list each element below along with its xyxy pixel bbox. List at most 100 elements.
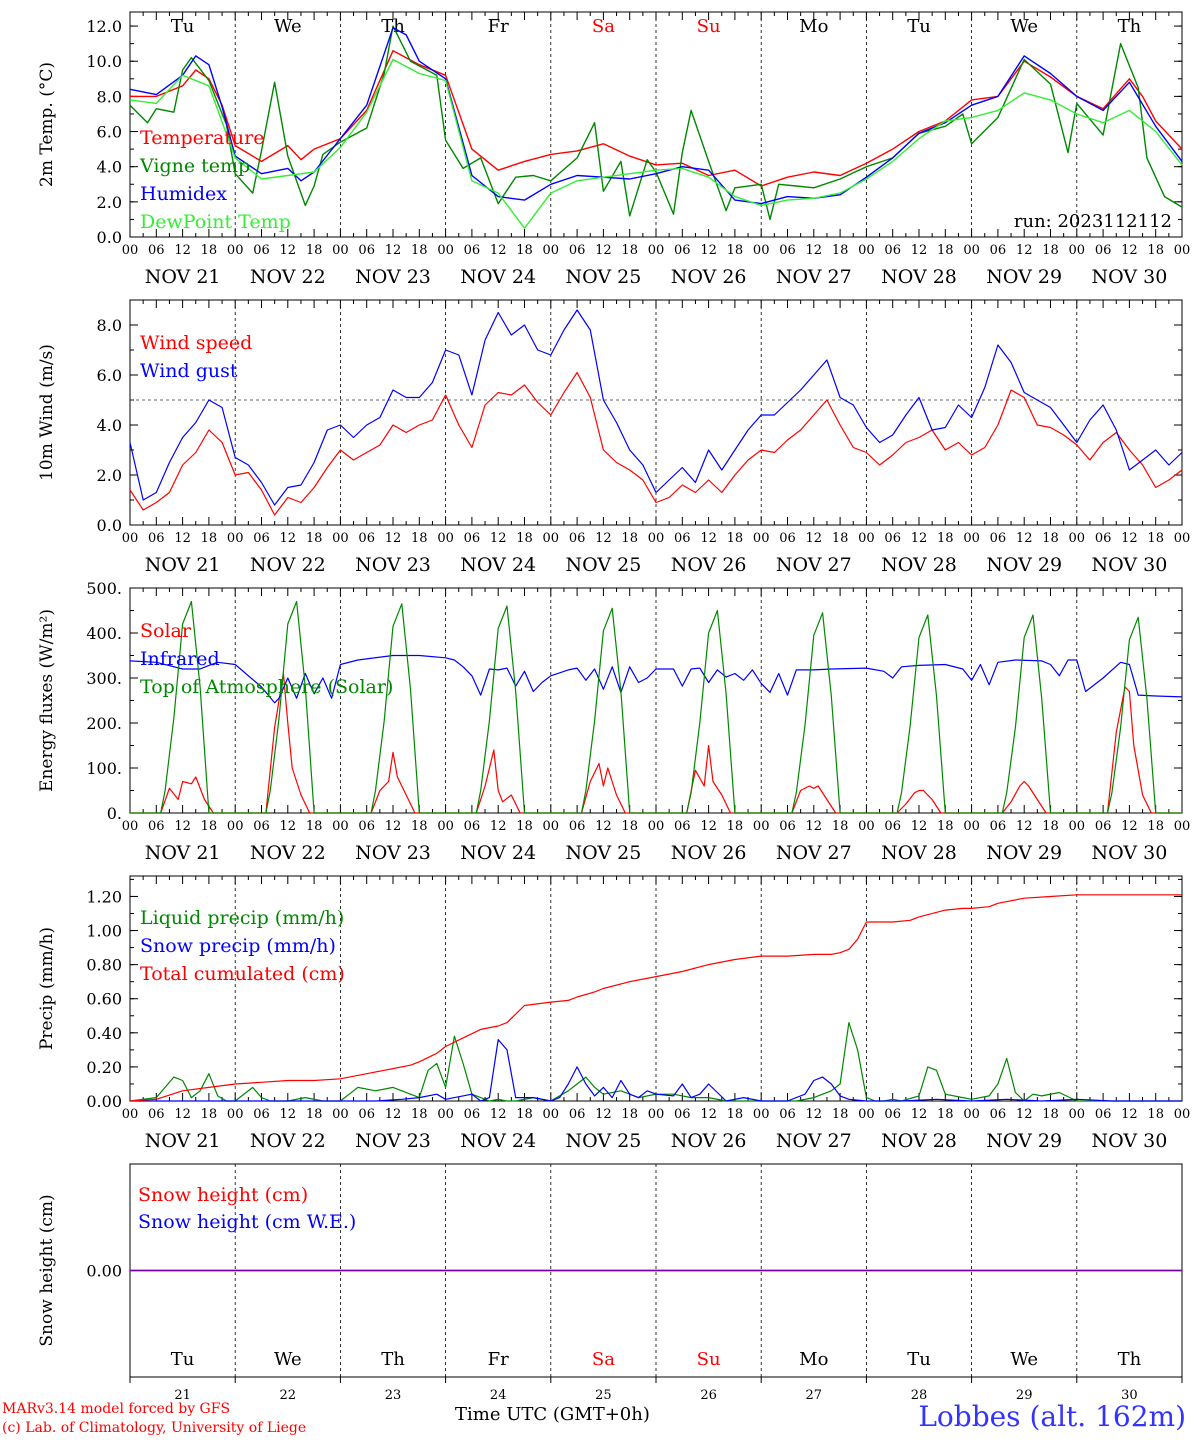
hour-tick-label: 06 <box>253 243 270 258</box>
hour-tick-label: 00 <box>122 531 139 546</box>
legend-entry: Wind speed <box>140 332 252 354</box>
hour-tick-label: 06 <box>358 819 375 834</box>
hour-tick-label: 18 <box>727 243 744 258</box>
hour-tick-label: 06 <box>674 819 691 834</box>
day-label: NOV 28 <box>881 554 957 576</box>
day-label: NOV 21 <box>145 842 221 864</box>
weekday-label: Th <box>381 1349 405 1370</box>
hour-tick-label: 18 <box>832 819 849 834</box>
hour-tick-label: 00 <box>332 819 349 834</box>
hour-tick-label: 18 <box>621 243 638 258</box>
y-tick-label: 8.0 <box>97 87 122 106</box>
day-label: NOV 29 <box>986 266 1062 288</box>
weekday-label: Sa <box>592 16 615 37</box>
weekday-label: Fr <box>488 1349 509 1370</box>
hour-tick-label: 06 <box>569 531 586 546</box>
hour-tick-label: 00 <box>227 243 244 258</box>
hour-tick-label: 06 <box>884 531 901 546</box>
day-label: NOV 25 <box>565 1130 641 1152</box>
hour-tick-label: 00 <box>648 531 665 546</box>
hour-tick-label: 06 <box>884 819 901 834</box>
y-axis-title: 2m Temp. (°C) <box>37 62 57 187</box>
hour-tick-label: 00 <box>648 243 665 258</box>
hour-tick-label: 00 <box>1069 531 1086 546</box>
hour-tick-label: 12 <box>174 531 191 546</box>
day-label: NOV 21 <box>145 1130 221 1152</box>
hour-tick-label: 00 <box>963 243 980 258</box>
y-tick-label: 6.0 <box>97 123 122 142</box>
hour-tick-label: 12 <box>1016 1107 1033 1122</box>
y-axis-title: Snow height (cm) <box>37 1194 57 1346</box>
y-tick-label: 200. <box>86 714 122 733</box>
hour-tick-label: 00 <box>753 819 770 834</box>
y-tick-label: 4.0 <box>97 158 122 177</box>
series-line-snow-precip-mm-h- <box>130 1038 1182 1102</box>
lab-credit: (c) Lab. of Climatology, University of L… <box>2 1420 307 1436</box>
hour-tick-label: 18 <box>1042 1107 1059 1122</box>
hour-tick-label: 06 <box>884 243 901 258</box>
day-number-label: 23 <box>385 1388 402 1403</box>
day-label: NOV 25 <box>565 554 641 576</box>
hour-tick-label: 18 <box>201 531 218 546</box>
day-label: NOV 27 <box>776 1130 852 1152</box>
legend-entry: Solar <box>140 620 192 642</box>
legend-entry: Snow height (cm W.E.) <box>138 1211 356 1233</box>
legend-entry: DewPoint Temp <box>140 211 291 233</box>
hour-tick-label: 00 <box>122 1107 139 1122</box>
hour-tick-label: 00 <box>963 531 980 546</box>
hour-tick-label: 12 <box>595 1107 612 1122</box>
legend-entry: Wind gust <box>140 360 238 382</box>
hour-tick-label: 12 <box>490 243 507 258</box>
hour-tick-label: 12 <box>700 243 717 258</box>
hour-tick-label: 12 <box>280 819 297 834</box>
hour-tick-label: 18 <box>727 819 744 834</box>
day-label: NOV 22 <box>250 266 326 288</box>
hour-tick-label: 12 <box>806 1107 823 1122</box>
day-number-label: 27 <box>806 1388 823 1403</box>
hour-tick-label: 00 <box>122 819 139 834</box>
legend-entry: Infrared <box>140 648 220 670</box>
hour-tick-label: 06 <box>253 531 270 546</box>
hour-tick-label: 12 <box>174 243 191 258</box>
hour-tick-label: 12 <box>806 819 823 834</box>
hour-tick-label: 18 <box>937 1107 954 1122</box>
hour-tick-label: 06 <box>779 819 796 834</box>
hour-tick-label: 18 <box>1147 531 1164 546</box>
series-line-dewpoint-temp <box>129 58 1183 229</box>
series-line-infrared <box>129 654 1183 704</box>
hour-tick-label: 12 <box>490 531 507 546</box>
hour-tick-label: 00 <box>1174 531 1191 546</box>
hour-tick-label: 18 <box>306 243 323 258</box>
hour-tick-label: 18 <box>832 531 849 546</box>
hour-tick-label: 00 <box>437 243 454 258</box>
y-tick-label: 0.00 <box>86 1092 122 1111</box>
y-tick-label: 2.0 <box>97 466 122 485</box>
day-label: NOV 30 <box>1091 842 1167 864</box>
y-tick-label: 0.60 <box>86 990 122 1009</box>
hour-tick-label: 18 <box>1042 819 1059 834</box>
day-label: NOV 29 <box>986 554 1062 576</box>
hour-tick-label: 18 <box>727 1107 744 1122</box>
day-label: NOV 27 <box>776 554 852 576</box>
hour-tick-label: 06 <box>569 819 586 834</box>
hour-tick-label: 12 <box>595 531 612 546</box>
y-tick-label: 1.20 <box>86 887 122 906</box>
hour-tick-label: 06 <box>779 1107 796 1122</box>
hour-tick-label: 18 <box>832 243 849 258</box>
day-label: NOV 24 <box>460 554 536 576</box>
legend-entry: Temperature <box>140 127 264 149</box>
hour-tick-label: 12 <box>385 531 402 546</box>
day-label: NOV 27 <box>776 842 852 864</box>
hour-tick-label: 06 <box>884 1107 901 1122</box>
hour-tick-label: 00 <box>227 531 244 546</box>
day-label: NOV 25 <box>565 842 641 864</box>
hour-tick-label: 18 <box>516 531 533 546</box>
series-line-total-cumulated-cm- <box>129 894 1182 1102</box>
y-tick-label: 10.0 <box>86 52 122 71</box>
y-tick-label: 1.00 <box>86 922 122 941</box>
hour-tick-label: 12 <box>1016 243 1033 258</box>
day-number-label: 26 <box>700 1388 717 1403</box>
hour-tick-label: 00 <box>543 531 560 546</box>
y-tick-label: 0. <box>107 804 122 823</box>
